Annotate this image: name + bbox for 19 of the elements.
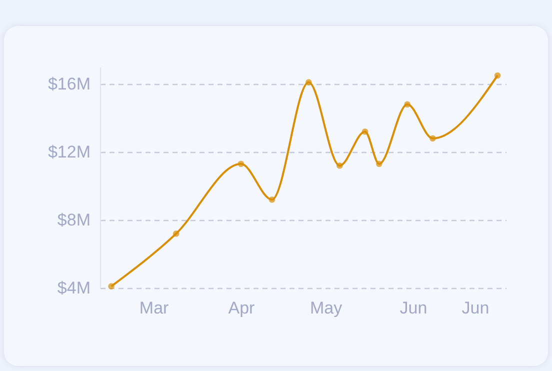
point <box>362 128 368 135</box>
x-tick-label: Jun <box>462 298 490 318</box>
x-tick-label: May <box>310 298 343 318</box>
point <box>172 230 180 237</box>
x-tick-label: Jun <box>400 298 428 318</box>
x-tick-label: Mar <box>139 298 170 318</box>
point <box>404 101 410 108</box>
point <box>430 135 436 142</box>
point <box>305 79 312 86</box>
y-tick-label: $4M <box>57 278 90 298</box>
y-tick-label: $12M <box>48 142 90 162</box>
point <box>336 162 343 169</box>
y-tick-label: $16M <box>48 74 90 94</box>
point <box>238 160 244 168</box>
point <box>268 196 276 203</box>
x-tick-label: Apr <box>228 298 256 318</box>
point <box>376 160 382 168</box>
point <box>494 72 501 79</box>
y-tick-label: $8M <box>57 210 90 230</box>
